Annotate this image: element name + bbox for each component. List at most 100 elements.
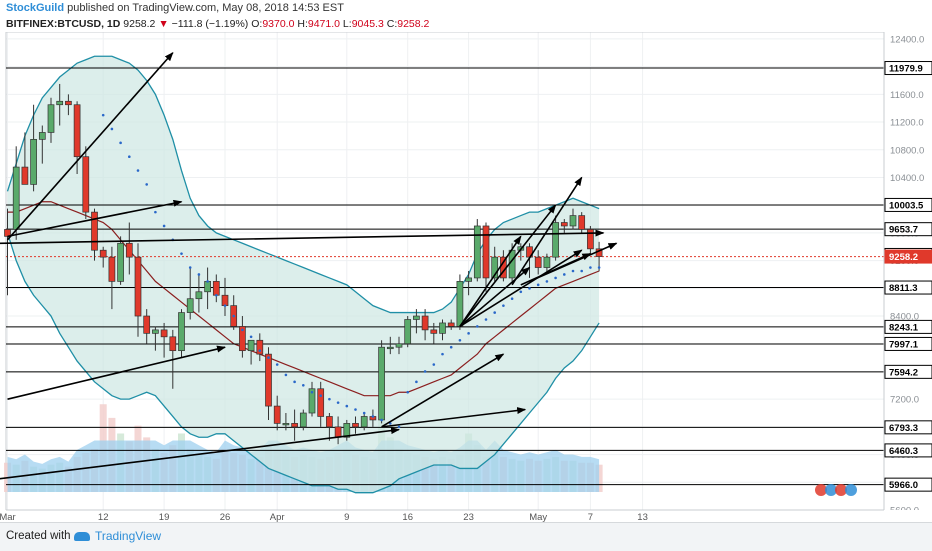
candle-body <box>38 132 46 140</box>
close-label: C: <box>386 18 398 30</box>
bollinger-lower-line <box>6 232 600 494</box>
candle <box>308 381 316 417</box>
candle <box>56 83 64 126</box>
trend-line-arrow <box>381 407 527 428</box>
indicator-badge[interactable] <box>815 484 857 496</box>
price-tick-label: 10400.0 <box>890 173 924 184</box>
candle-body <box>125 242 133 258</box>
author-link[interactable]: StockGuild <box>6 2 65 14</box>
tradingview-brand: TradingView <box>95 529 162 543</box>
price-badge-bg <box>884 443 932 458</box>
candle-body <box>273 405 281 424</box>
badge-icon[interactable] <box>845 484 857 496</box>
trend-line-arrow <box>0 229 605 245</box>
low-label: L: <box>342 18 352 30</box>
price-chart[interactable]: 12400.012000.011600.011200.010800.010400… <box>0 32 932 522</box>
sar-dot <box>275 363 279 366</box>
sar-dot <box>536 283 540 287</box>
candle <box>473 219 481 282</box>
candle-body <box>117 242 124 282</box>
trend-line-arrow <box>0 427 400 480</box>
sar-dot <box>241 328 244 332</box>
sar-dot <box>362 411 366 415</box>
candle <box>91 208 98 261</box>
candle <box>265 347 272 420</box>
candle <box>343 419 351 441</box>
sar-dot <box>502 304 505 307</box>
publish-info: StockGuild published on TradingView.com,… <box>6 2 344 14</box>
candle-body <box>352 423 359 428</box>
sar-dot <box>110 127 114 131</box>
candle-body <box>439 322 446 334</box>
candle <box>178 309 185 358</box>
time-tick-label: Apr <box>270 512 285 522</box>
sar-dot <box>223 304 227 307</box>
sar-dot <box>188 266 192 269</box>
candle <box>65 94 72 116</box>
sar-dot <box>180 252 183 255</box>
sar-dot <box>206 280 209 283</box>
time-axis[interactable]: Mar 12 19 26 Apr 9 16 23 May 7 13 <box>0 509 932 522</box>
candle <box>378 340 385 424</box>
price-tick-label: 12400.0 <box>890 34 924 45</box>
sar-dot <box>354 408 357 411</box>
sar-dot <box>249 335 253 339</box>
candle <box>239 316 246 358</box>
candle-body <box>73 104 81 158</box>
trend-line-arrow <box>7 345 226 400</box>
sar-dot <box>197 273 201 276</box>
candle <box>82 146 90 220</box>
badge-icon[interactable] <box>815 484 827 496</box>
sar-dot <box>589 266 592 269</box>
candle <box>569 208 577 230</box>
candle <box>482 222 490 292</box>
sar-dot <box>284 373 288 377</box>
candle <box>299 409 307 431</box>
candle-body <box>430 329 438 334</box>
candle <box>552 215 559 261</box>
candle-body <box>317 388 325 417</box>
candle-body <box>282 423 290 426</box>
candle-body <box>47 104 55 133</box>
sar-dot <box>580 269 583 273</box>
candle-body <box>560 222 568 227</box>
last-price-badge: 9258.2 <box>884 249 932 264</box>
sar-dot <box>519 290 523 294</box>
sar-dot <box>476 325 479 328</box>
level-price-badge: 6460.3 <box>884 443 932 458</box>
candle-body <box>569 215 577 227</box>
price-axis[interactable]: 12400.012000.011600.011200.010800.010400… <box>883 32 932 517</box>
candle-body <box>482 225 490 279</box>
price-tick-label: 11600.0 <box>890 90 924 101</box>
candle-body <box>587 229 594 250</box>
price-badge-text: 6460.3 <box>889 446 918 457</box>
candle <box>143 309 151 344</box>
candle-body <box>395 343 403 348</box>
candle-body <box>195 291 203 300</box>
candle-body <box>491 256 499 279</box>
candle-body <box>239 326 246 352</box>
price-badge-bg <box>884 61 932 76</box>
candle-body <box>134 256 142 317</box>
badge-icon[interactable] <box>835 484 847 496</box>
candle-body <box>465 277 472 282</box>
sar-dot <box>441 352 444 356</box>
symbol-label[interactable]: BITFINEX:BTCUSD, 1D <box>6 18 121 30</box>
level-price-badge: 11979.9 <box>884 61 932 76</box>
sar-dot <box>128 155 131 158</box>
candle <box>195 274 203 313</box>
sar-dot <box>597 266 601 269</box>
badge-icon[interactable] <box>825 484 837 496</box>
candle-body <box>65 100 72 106</box>
candle <box>21 132 29 185</box>
trend-lines <box>0 52 618 480</box>
candle-body <box>299 412 307 428</box>
candle-body <box>56 100 64 106</box>
candle-body <box>421 315 429 331</box>
trend-line-arrow <box>459 235 522 327</box>
time-tick-label: Mar <box>0 512 16 522</box>
time-axis-bg <box>0 510 932 522</box>
tradingview-logo-icon[interactable]: TradingView <box>74 529 161 543</box>
level-price-badge: 6793.3 <box>884 420 932 435</box>
candle-body <box>143 315 151 334</box>
